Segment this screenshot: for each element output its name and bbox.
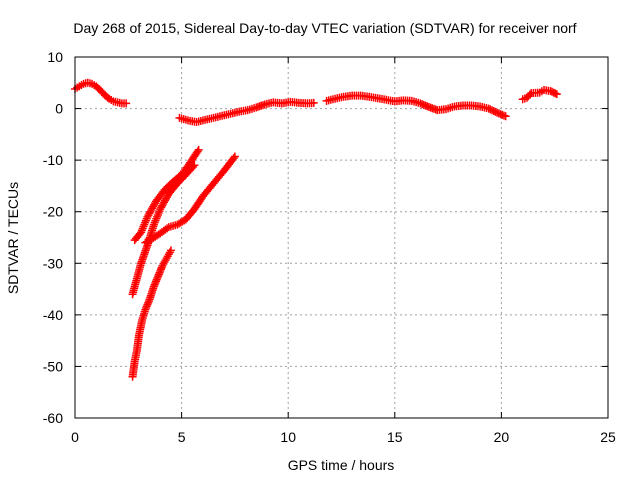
series-descent-d [128, 246, 175, 381]
grid-layer [75, 57, 608, 418]
y-tick-label: -50 [43, 358, 63, 374]
x-tick-label: 5 [178, 429, 186, 445]
data-point [230, 152, 239, 161]
data-point [159, 199, 168, 208]
data-point [229, 154, 238, 163]
data-point [163, 224, 172, 233]
ticks-layer: 0 5 10 15 20 25 -60 -50 -40 -30 -20 -10 0 10 [43, 49, 616, 445]
y-tick-label: -40 [43, 307, 63, 323]
data-point [190, 161, 199, 170]
data-point [157, 203, 166, 212]
x-axis-label: GPS time / hours [288, 457, 395, 473]
y-axis-label: SDTVAR / TECUs [5, 182, 21, 294]
data-point [148, 204, 157, 213]
series-arc-long [322, 91, 510, 121]
data-point [188, 162, 197, 171]
data-point [551, 89, 560, 98]
x-tick-label: 0 [71, 429, 79, 445]
plot-frame [74, 56, 609, 419]
data-point [162, 193, 171, 202]
data-point [147, 205, 156, 214]
x-tick-label: 20 [494, 429, 510, 445]
data-point [193, 147, 202, 156]
y-tick-label: 10 [47, 49, 63, 65]
series-descent-c [141, 152, 239, 247]
data-point [160, 198, 169, 207]
x-tick-label: 10 [280, 429, 296, 445]
data-point [161, 194, 170, 203]
data-point [309, 98, 318, 107]
series-arc-early [71, 78, 131, 108]
x-tick-label: 25 [600, 429, 616, 445]
data-point [122, 99, 131, 108]
data-point [150, 200, 159, 209]
y-tick-label: -30 [43, 255, 63, 271]
y-tick-label: 0 [55, 101, 63, 117]
y-tick-label: -60 [43, 410, 63, 426]
data-point [145, 209, 154, 218]
data-point [501, 112, 510, 121]
data-point [156, 205, 165, 214]
series-arc-mid [175, 97, 318, 126]
chart-title: Day 268 of 2015, Sidereal Day-to-day VTE… [73, 20, 576, 36]
data-point [525, 90, 534, 99]
x-tick-label: 15 [387, 429, 403, 445]
data-point [146, 207, 155, 216]
y-tick-label: -20 [43, 204, 63, 220]
data-point [144, 211, 153, 220]
y-tick-label: -10 [43, 152, 63, 168]
data-point [194, 145, 203, 154]
data-point [158, 201, 167, 210]
data-point [149, 202, 158, 211]
data-point [552, 90, 561, 99]
series-arc-late [518, 86, 561, 104]
data-layer [71, 78, 561, 381]
data-point [161, 196, 170, 205]
data-point [166, 246, 175, 255]
data-point [143, 212, 152, 221]
